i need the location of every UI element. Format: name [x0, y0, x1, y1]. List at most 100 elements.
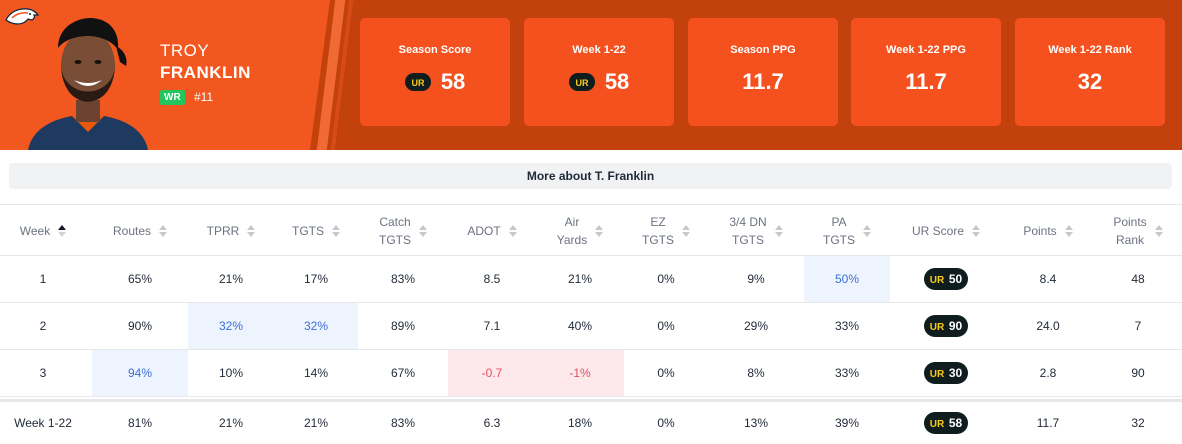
cell-points-rank: 48	[1131, 272, 1145, 286]
cell-tprr: 21%	[218, 415, 244, 430]
cell-ur-score: UR 58	[890, 402, 1002, 443]
ur-logo-icon: UR	[404, 73, 431, 92]
ur-score-value: 58	[948, 415, 963, 430]
player-headshot-avatar	[28, 18, 148, 150]
column-header-points-rank[interactable]: Points Rank	[1094, 205, 1182, 257]
cell-adot: 6.3	[483, 415, 501, 430]
ur-score-badge: UR 50	[923, 268, 969, 290]
ur-logo-icon: UR	[930, 275, 945, 286]
cell-points: 24.0	[1036, 319, 1060, 333]
column-header-label-wrap: 3/4 DN TGTS	[729, 213, 766, 249]
cell-week: 2	[39, 319, 47, 333]
cell-tprr: 21%	[218, 272, 244, 286]
player-first-name: TROY	[160, 41, 210, 60]
column-header-points[interactable]: Points	[1002, 205, 1094, 257]
ur-score-value: 50	[948, 272, 963, 286]
table-row: 2 90% 32% 32% 89% 7.1 40% 0% 29% 33% UR …	[0, 303, 1182, 350]
week-range-ppg-card: Week 1-22 PPG 11.7	[851, 18, 1001, 126]
cell-points-rank: 32	[1131, 415, 1145, 430]
sort-icon	[774, 225, 783, 237]
cell-tprr: 10%	[218, 366, 244, 380]
cell-points-rank: 90	[1131, 366, 1145, 380]
cell-week: 3	[39, 366, 47, 380]
sort-icon	[682, 225, 690, 237]
cell-pa-tgts: 33%	[834, 366, 860, 380]
cell-catch-tgts: 89%	[390, 319, 416, 333]
cell-ur-score: UR 30	[890, 350, 1002, 396]
svg-text:UR: UR	[930, 322, 945, 333]
table-header-row: Week Routes TPRR TGTS Catch TGTS ADOT Air…	[0, 204, 1182, 256]
column-header-tprr[interactable]: TPRR	[188, 205, 274, 257]
column-header-routes[interactable]: Routes	[92, 205, 188, 257]
cell-tgts: 32%	[274, 303, 358, 349]
sort-icon	[419, 225, 427, 237]
column-header-label-line2: Rank	[1115, 233, 1144, 247]
column-header-label: Week	[19, 224, 51, 238]
stat-card-label: Season Score	[398, 44, 472, 56]
column-header-label: Routes	[112, 224, 152, 238]
sort-icon	[159, 225, 168, 237]
ur-score-badge: UR 58	[923, 411, 969, 434]
cell-routes: 65%	[127, 272, 153, 286]
sort-icon	[508, 225, 517, 237]
svg-text:UR: UR	[575, 78, 588, 88]
column-header-catch-tgts[interactable]: Catch TGTS	[358, 205, 448, 257]
ur-score-value: 90	[948, 319, 963, 333]
ur-logo-icon: UR	[930, 419, 945, 430]
cell-adot: -0.7	[448, 350, 536, 396]
cell-air-yards: 18%	[567, 415, 593, 430]
stat-card-label: Week 1-22 Rank	[1048, 44, 1132, 56]
stat-card-value: 11.7	[905, 69, 947, 95]
cell-tgts: 14%	[303, 366, 329, 380]
ur-score-badge: UR 90	[923, 315, 969, 337]
broncos-logo-icon	[5, 8, 40, 25]
column-header-adot[interactable]: ADOT	[448, 205, 536, 257]
week-range-rank-card: Week 1-22 Rank 32	[1015, 18, 1165, 126]
sort-icon	[972, 225, 980, 237]
sort-icon	[58, 225, 67, 237]
column-header-label-line1: Catch	[379, 215, 411, 229]
ur-logo-icon: UR	[930, 369, 945, 380]
column-header-air-yards[interactable]: Air Yards	[536, 205, 624, 257]
column-header-label: UR Score	[911, 224, 964, 238]
season-ppg-card: Season PPG 11.7	[688, 18, 838, 126]
ur-score-value: 30	[948, 366, 963, 380]
stat-card-label: Season PPG	[730, 44, 796, 56]
column-header-ur-score[interactable]: UR Score	[890, 205, 1002, 257]
cell-pa-tgts: 50%	[804, 256, 890, 302]
column-header-3-4-dn-tgts[interactable]: 3/4 DN TGTS	[708, 205, 804, 257]
week-range-score-card: Week 1-22 UR 58	[524, 18, 674, 126]
column-header-tgts[interactable]: TGTS	[274, 205, 358, 257]
cell-tgts: 17%	[303, 272, 329, 286]
cell-3-4-dn-tgts: 29%	[743, 319, 769, 333]
cell-air-yards: 40%	[567, 319, 593, 333]
column-header-ez-tgts[interactable]: EZ TGTS	[624, 205, 708, 257]
svg-text:UR: UR	[411, 78, 424, 88]
column-header-label-wrap: Air Yards	[557, 213, 587, 249]
column-header-label-line2: Yards	[556, 233, 588, 247]
cell-tgts: 21%	[303, 415, 329, 430]
column-header-label-wrap: Catch TGTS	[379, 213, 411, 249]
column-header-label-line1: PA	[831, 215, 847, 229]
column-header-week[interactable]: Week	[0, 205, 86, 257]
cell-tprr: 32%	[188, 303, 274, 349]
cell-points-rank: 7	[1134, 319, 1142, 333]
sort-icon	[863, 225, 871, 237]
stat-card-value-wrap: UR 58	[360, 68, 510, 95]
column-header-label-wrap: PA TGTS	[823, 213, 855, 249]
column-header-label-line2: TGTS	[379, 233, 411, 247]
svg-text:UR: UR	[930, 275, 945, 286]
cell-pa-tgts: 33%	[834, 319, 860, 333]
cell-air-yards: -1%	[536, 350, 624, 396]
column-header-pa-tgts[interactable]: PA TGTS	[804, 205, 890, 257]
position-badge: WR	[160, 90, 185, 105]
cell-week: 1	[39, 272, 47, 286]
cell-routes: 90%	[127, 319, 153, 333]
weekly-stats-table: Week Routes TPRR TGTS Catch TGTS ADOT Air…	[0, 204, 1182, 434]
svg-text:UR: UR	[930, 419, 945, 430]
column-header-label-line1: 3/4 DN	[729, 215, 767, 229]
more-about-player-button[interactable]: More about T. Franklin	[9, 163, 1172, 189]
column-header-label-wrap: Points Rank	[1113, 213, 1146, 249]
cell-ez-tgts: 0%	[657, 272, 675, 286]
cell-ur-score: UR 50	[890, 256, 1002, 302]
